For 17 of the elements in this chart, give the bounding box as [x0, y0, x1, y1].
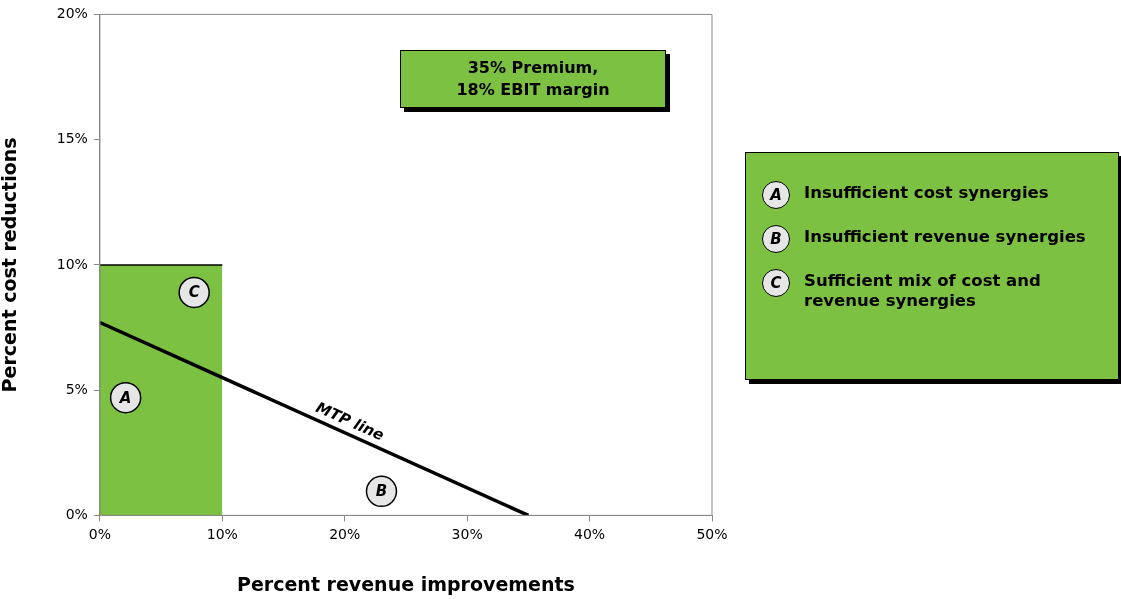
y-tick-label: 20% — [56, 5, 88, 22]
annotation: MTP line — [313, 398, 387, 445]
x-tick-label: 0% — [88, 526, 112, 543]
x-tick-label: 20% — [329, 526, 361, 543]
annotation: B — [375, 482, 388, 501]
x-tick-label: 50% — [696, 526, 728, 543]
y-tick-label: 0% — [65, 506, 88, 523]
annotation: C — [188, 283, 200, 302]
x-tick-label: 30% — [451, 526, 483, 543]
y-tick-label: 10% — [56, 255, 88, 272]
y-tick-label: 15% — [56, 130, 88, 147]
x-tick-label: 10% — [206, 526, 238, 543]
y-tick-label: 5% — [65, 380, 88, 397]
y-axis-title: Percent cost reductions — [0, 137, 21, 393]
x-axis-title: Percent revenue improvements — [237, 572, 575, 595]
x-tick-label: 40% — [574, 526, 606, 543]
annotation: A — [118, 388, 132, 407]
